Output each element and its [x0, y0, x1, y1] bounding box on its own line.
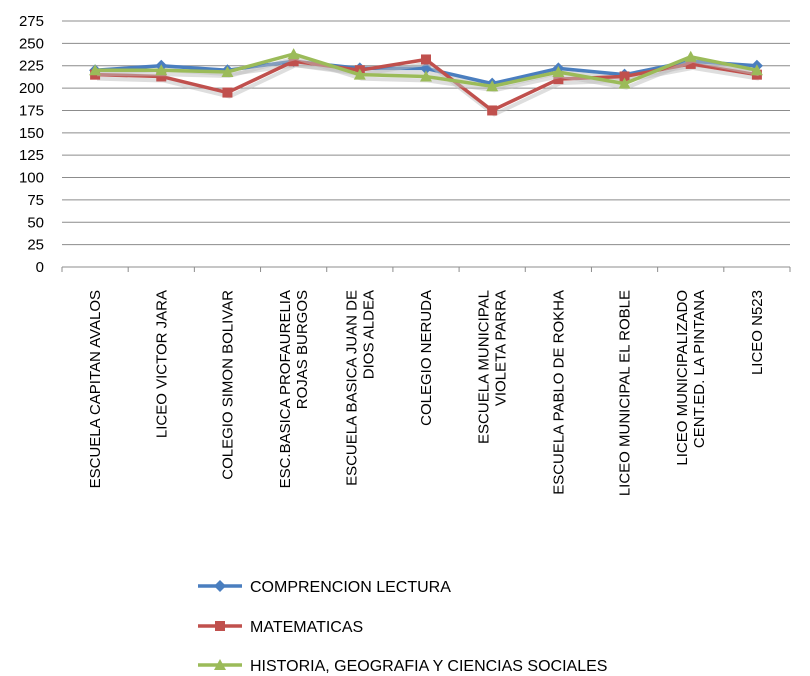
legend-item: HISTORIA, GEOGRAFIA Y CIENCIAS SOCIALES — [198, 658, 607, 675]
data-point — [619, 71, 630, 82]
x-tick-label: DIOS ALDEA — [360, 290, 377, 379]
x-axis: ESCUELA CAPITAN AVALOS LICEO VICTOR JARA C… — [61, 266, 791, 496]
legend-marker — [214, 659, 226, 670]
x-tick-label: ESCUELA CAPITAN AVALOS — [87, 290, 104, 488]
y-tick-label: 50 — [27, 214, 44, 231]
data-point — [89, 64, 102, 76]
x-tick-label: LICEO MUNICIPALIZADO — [674, 290, 691, 466]
data-point — [684, 50, 697, 62]
y-tick-label: 25 — [27, 237, 44, 254]
y-tick-label: 225 — [19, 58, 44, 75]
x-tick-label: ESC.BASICA PROFAURELIA — [277, 290, 294, 488]
data-point — [156, 71, 167, 82]
y-axis: 0 25 50 75 100 125 150 175 200 225 250 275 — [19, 13, 44, 276]
x-tick-label: ROJAS BURGOS — [294, 290, 311, 409]
data-point — [552, 65, 565, 77]
y-tick-label: 250 — [19, 35, 44, 52]
data-point — [221, 65, 234, 77]
x-tick-label: COLEGIO NERUDA — [418, 290, 435, 426]
y-tick-label: 200 — [19, 80, 44, 97]
x-tick-label: COLEGIO SIMON BOLIVAR — [219, 290, 236, 480]
legend-label: COMPRENCION LECTURA — [250, 579, 451, 596]
legend: COMPRENCION LECTURA MATEMATICAS HISTORIA, … — [198, 579, 607, 675]
x-tick-label: ESCUELA PABLO DE ROKHA — [550, 290, 567, 495]
x-tick-label: LICEO N523 — [749, 290, 766, 375]
legend-label: MATEMATICAS — [250, 619, 363, 636]
y-tick-label: 175 — [19, 102, 44, 119]
x-tick-label: LICEO MUNICIPAL EL ROBLE — [617, 290, 634, 496]
x-tick-label: CENT.ED. LA PINTANA — [691, 290, 708, 448]
data-point — [353, 68, 366, 80]
data-point — [487, 105, 498, 116]
legend-label: HISTORIA, GEOGRAFIA Y CIENCIAS SOCIALES — [250, 658, 607, 675]
y-tick-label: 150 — [19, 125, 44, 142]
data-point — [287, 48, 300, 60]
legend-item: COMPRENCION LECTURA — [198, 579, 451, 596]
series-2 — [89, 48, 763, 93]
y-tick-label: 100 — [19, 170, 44, 187]
data-point — [685, 58, 696, 69]
x-tick-label: ESCUELA BASICA JUAN DE — [343, 290, 360, 486]
y-tick-label: 125 — [19, 147, 44, 164]
legend-item: MATEMATICAS — [198, 619, 363, 636]
legend-marker — [214, 580, 226, 592]
data-point — [553, 74, 564, 85]
data-point — [618, 77, 631, 89]
data-point — [288, 56, 299, 67]
legend-marker — [215, 621, 225, 631]
data-point — [155, 64, 168, 76]
y-tick-label: 0 — [36, 259, 44, 276]
series-group — [89, 48, 763, 117]
x-tick-label: LICEO VICTOR JARA — [153, 290, 170, 438]
data-point — [420, 70, 432, 82]
data-point — [486, 80, 499, 92]
x-tick-label: VIOLETA PARRA — [493, 290, 510, 406]
data-point — [750, 64, 763, 76]
data-point — [222, 87, 233, 98]
y-tick-label: 75 — [27, 192, 44, 209]
x-tick-label: ESCUELA MUNICIPAL — [476, 290, 493, 444]
data-point — [421, 54, 431, 65]
y-tick-label: 275 — [19, 13, 44, 30]
series-1 — [90, 54, 762, 117]
